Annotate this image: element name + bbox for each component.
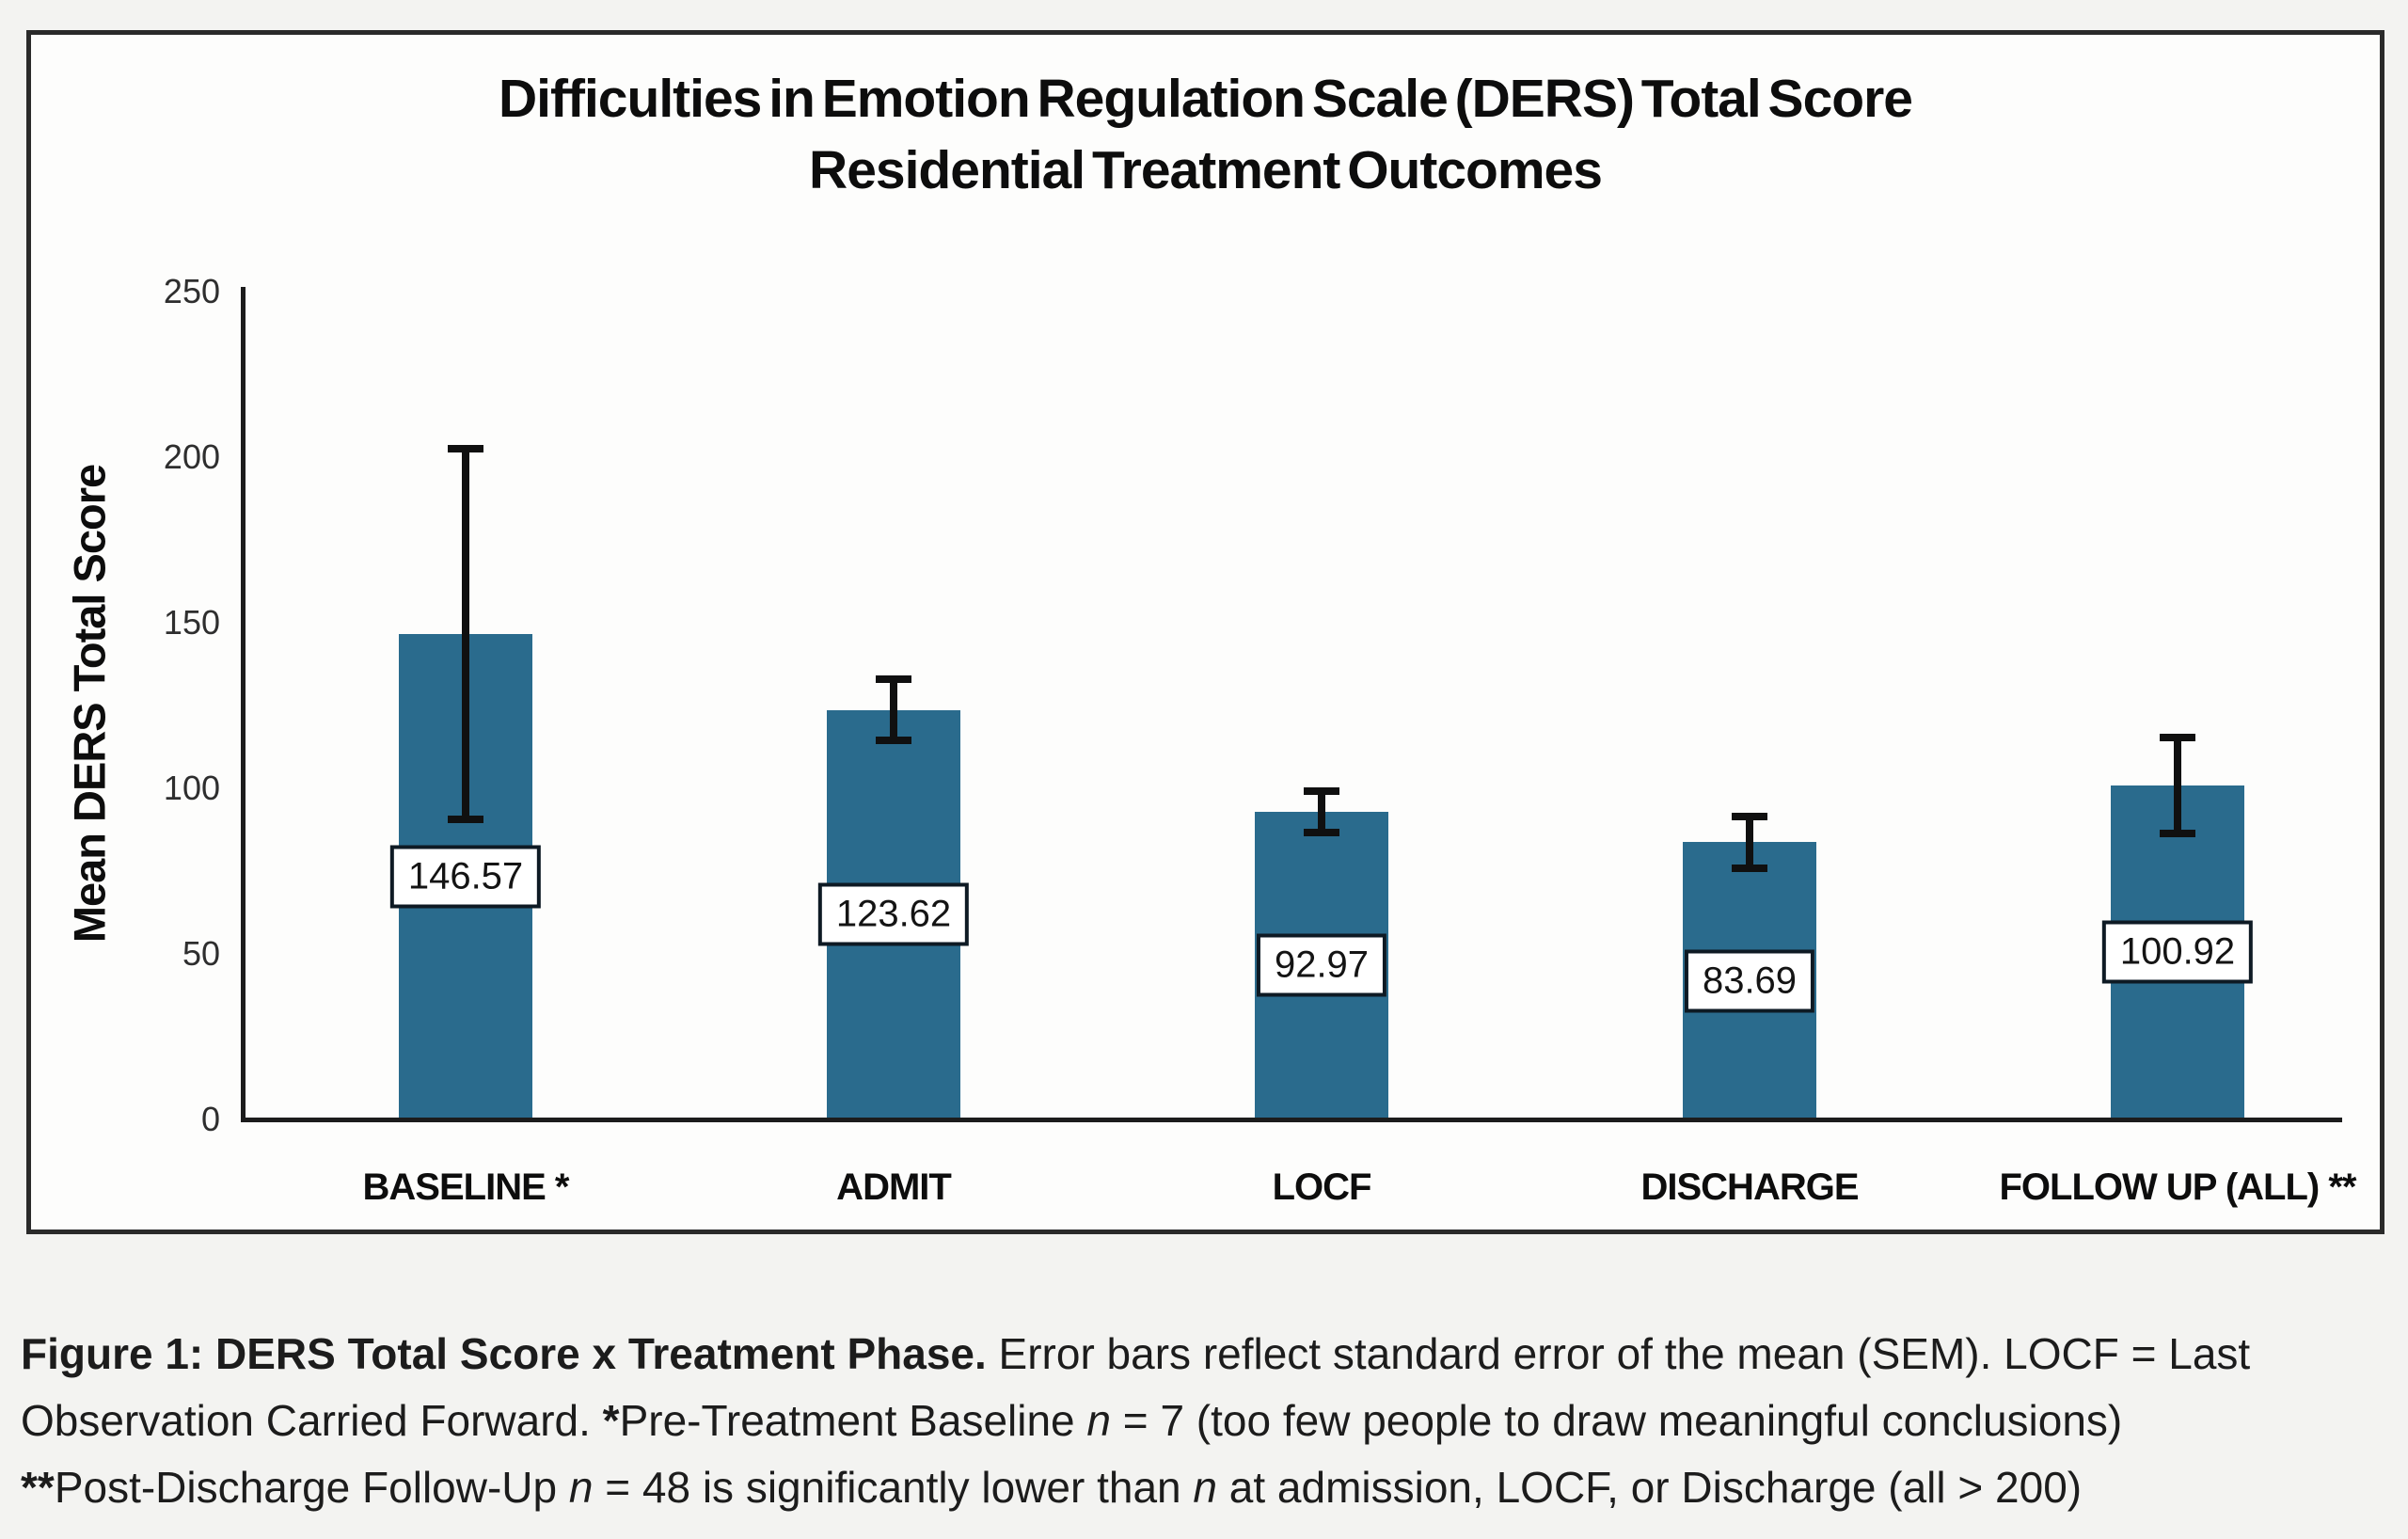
caption-segment: * <box>602 1396 620 1445</box>
figure-caption: Figure 1: DERS Total Score x Treatment P… <box>21 1321 2391 1521</box>
error-bar-cap-bottom-1 <box>876 737 911 745</box>
chart-frame: Difficulties in Emotion Regulation Scale… <box>26 30 2384 1234</box>
bar-value-label-1: 123.62 <box>817 882 970 946</box>
chart-title: Difficulties in Emotion Regulation Scale… <box>31 63 2380 206</box>
error-bar-cap-bottom-2 <box>1304 828 1339 836</box>
caption-segment: = 48 is significantly lower than <box>593 1463 1194 1512</box>
x-axis-line <box>241 1118 2342 1122</box>
error-bar-0 <box>462 449 469 819</box>
x-axis-label-3: DISCHARGE <box>1640 1166 1859 1208</box>
bar-value-label-3: 83.69 <box>1684 949 1815 1013</box>
error-bar-cap-top-4 <box>2160 733 2195 741</box>
caption-segment: n <box>1086 1396 1112 1445</box>
caption-segment: n <box>1193 1463 1217 1512</box>
error-bar-cap-top-1 <box>876 675 911 684</box>
caption-segment: at admission, LOCF, or Discharge (all > … <box>1217 1463 2083 1512</box>
y-axis-title: Mean DERS Total Score <box>64 464 115 944</box>
error-bar-4 <box>2174 737 2181 833</box>
error-bar-1 <box>890 679 897 741</box>
error-bar-3 <box>1746 817 1753 868</box>
caption-line: Observation Carried Forward. *Pre-Treatm… <box>21 1388 2391 1454</box>
chart-title-line1: Difficulties in Emotion Regulation Scale… <box>499 69 1913 129</box>
chart-title-line2: Residential Treatment Outcomes <box>809 140 1603 200</box>
error-bar-cap-top-0 <box>448 445 483 453</box>
error-bar-cap-top-3 <box>1732 813 1767 821</box>
caption-segment: Post-Discharge Follow-Up <box>54 1463 569 1512</box>
bar-value-label-4: 100.92 <box>2101 920 2254 984</box>
caption-segment: Observation Carried Forward. <box>21 1396 603 1445</box>
caption-line: **Post-Discharge Follow-Up n = 48 is sig… <box>21 1454 2391 1521</box>
x-axis-label-2: LOCF <box>1272 1166 1372 1208</box>
y-tick-label: 250 <box>163 272 220 310</box>
caption-line: Figure 1: DERS Total Score x Treatment P… <box>21 1321 2391 1388</box>
error-bar-2 <box>1318 790 1325 833</box>
error-bar-cap-bottom-0 <box>448 815 483 823</box>
y-tick-label: 150 <box>163 603 220 642</box>
x-axis-label-0: BASELINE * <box>362 1166 570 1208</box>
error-bar-cap-bottom-3 <box>1732 864 1767 872</box>
caption-segment: Pre-Treatment Baseline <box>619 1396 1087 1445</box>
bar-value-label-2: 92.97 <box>1256 933 1387 997</box>
caption-segment: n <box>568 1463 594 1512</box>
error-bar-cap-bottom-4 <box>2160 829 2195 837</box>
x-axis-label-1: ADMIT <box>836 1166 952 1208</box>
y-tick-label: 100 <box>163 769 220 807</box>
caption-segment: Figure 1: DERS Total Score x Treatment P… <box>21 1329 987 1378</box>
caption-segment: = 7 (too few people to draw meaningful c… <box>1111 1396 2123 1445</box>
y-tick-label: 0 <box>200 1100 220 1138</box>
caption-segment: ** <box>21 1463 55 1512</box>
x-axis-label-4: FOLLOW UP (ALL) ** <box>1999 1166 2357 1208</box>
y-tick-label: 200 <box>163 437 220 476</box>
y-axis-line <box>241 287 246 1122</box>
y-tick-label: 50 <box>182 934 220 973</box>
error-bar-cap-top-2 <box>1304 786 1339 795</box>
bar-value-label-0: 146.57 <box>389 845 542 909</box>
caption-segment: Error bars reflect standard error of the… <box>986 1329 2251 1378</box>
